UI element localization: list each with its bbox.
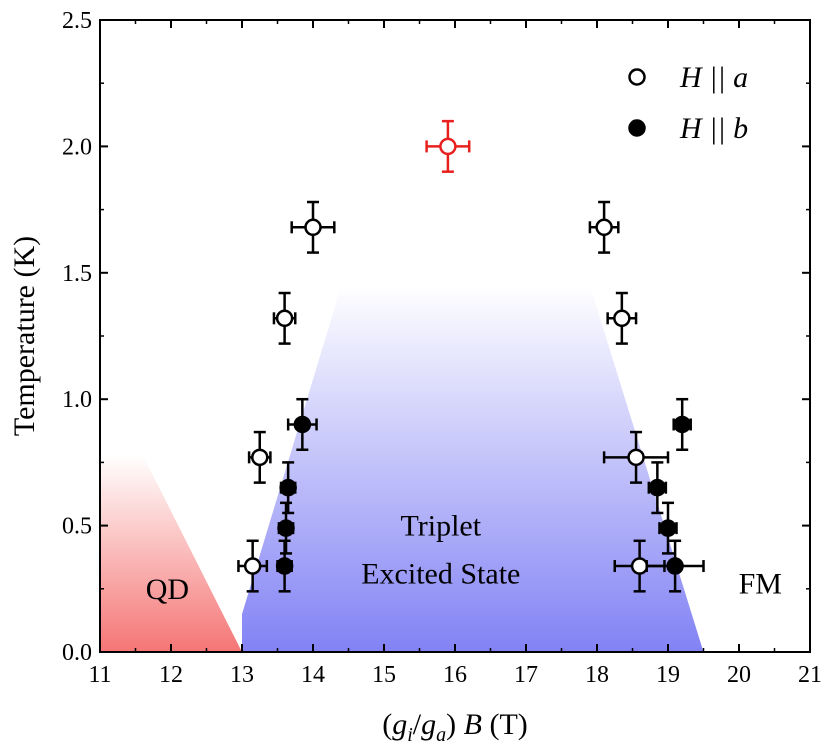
annotation-triplet: Triplet — [401, 510, 482, 543]
legend-label: H || a — [679, 61, 748, 94]
annotation-fm: FM — [739, 568, 782, 601]
x-tick-label: 18 — [585, 662, 609, 688]
filled-marker — [293, 415, 312, 434]
x-tick-label: 16 — [443, 662, 467, 688]
y-tick-label: 2.5 — [62, 8, 92, 34]
data-point — [606, 291, 638, 345]
y-tick-label: 1.0 — [62, 387, 92, 413]
annotation-excited-state: Excited State — [361, 558, 520, 591]
data-point — [275, 539, 294, 593]
open-marker — [251, 448, 269, 467]
x-tick-label: 11 — [88, 662, 111, 688]
data-point — [672, 397, 692, 452]
data-point — [658, 501, 678, 555]
open-marker — [595, 218, 613, 237]
y-tick-label: 1.5 — [62, 261, 92, 287]
data-point — [272, 291, 297, 345]
filled-marker — [275, 557, 294, 575]
data-point — [645, 539, 705, 593]
data-point — [286, 397, 318, 452]
data-point — [247, 430, 272, 484]
open-marker — [630, 557, 649, 575]
filled-marker — [659, 519, 677, 537]
data-point — [277, 501, 295, 555]
data-points — [237, 119, 705, 593]
region-annotations: QD Triplet Excited State FM — [146, 510, 782, 606]
y-tick-label: 0.5 — [62, 514, 92, 540]
y-axis-title: Temperature (K) — [8, 236, 41, 436]
x-tick-label: 15 — [372, 662, 396, 688]
open-marker — [627, 448, 645, 467]
annotation-qd: QD — [146, 573, 189, 606]
open-marker — [613, 309, 631, 328]
legend-filled-marker — [628, 119, 646, 137]
data-point — [602, 430, 670, 484]
x-tick-label: 21 — [798, 662, 822, 688]
filled-marker — [673, 415, 691, 434]
open-marker — [439, 137, 457, 156]
open-marker — [243, 557, 262, 575]
x-tick-label: 12 — [159, 662, 183, 688]
y-tick-label: 0.0 — [62, 640, 92, 666]
legend-label: H || b — [679, 112, 748, 145]
data-point — [279, 461, 297, 515]
open-marker — [304, 218, 322, 237]
x-tick-label: 13 — [230, 662, 254, 688]
legend: H || a H || b — [628, 61, 748, 145]
legend-open-marker — [628, 68, 646, 86]
x-tick-label: 17 — [514, 662, 538, 688]
filled-marker — [279, 478, 297, 497]
filled-marker — [666, 557, 684, 575]
phase-regions — [100, 285, 704, 652]
data-point — [290, 200, 336, 254]
filled-marker — [648, 478, 667, 497]
region-triplet-excited-state — [242, 285, 704, 652]
data-point — [237, 539, 269, 593]
x-axis-title: (gi/ga) B (T) — [382, 708, 528, 746]
data-point — [647, 461, 668, 515]
axis-tick-labels: 11 12 13 14 15 16 17 18 19 20 21 0.0 0.5 1.0 1.5 2.0 2.5 — [62, 8, 822, 688]
data-point — [425, 119, 471, 173]
region-qd — [100, 454, 242, 652]
data-point — [588, 200, 620, 254]
axis-ticks — [99, 19, 811, 653]
x-tick-label: 14 — [301, 662, 325, 688]
x-tick-label: 19 — [656, 662, 680, 688]
x-tick-label: 20 — [727, 662, 751, 688]
open-marker — [275, 309, 294, 328]
filled-marker — [277, 519, 295, 537]
y-tick-label: 2.0 — [62, 134, 92, 160]
